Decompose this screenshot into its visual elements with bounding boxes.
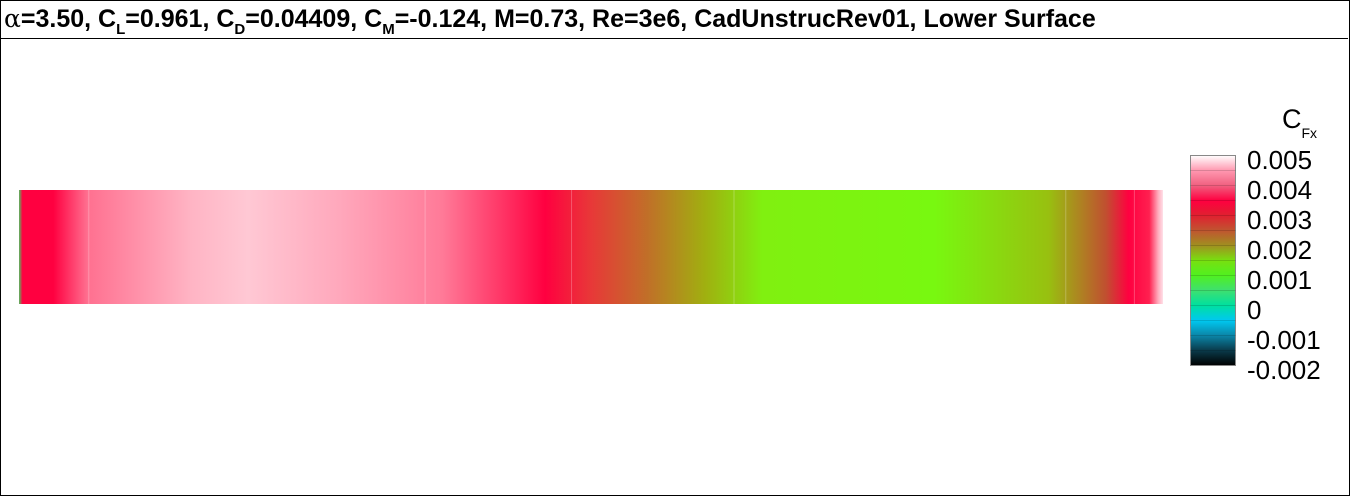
cl-subscript: L: [116, 21, 126, 38]
colorbar-fill: [1190, 155, 1236, 366]
title-bar: α=3.50, CL=0.961, CD=0.04409, CM=-0.124,…: [0, 0, 1348, 39]
colorbar-tick-label: 0.005: [1247, 145, 1313, 175]
cm-subscript: M: [382, 21, 395, 38]
alpha-value: =3.50,: [20, 5, 99, 33]
cm-value: =-0.124, M=0.73, Re=3e6, CadUnstrucRev01…: [394, 5, 1096, 33]
colorbar-tick-label: -0.001: [1247, 325, 1321, 355]
colorbar-title-main: C: [1282, 104, 1302, 134]
surface-contour-strip: [19, 190, 1163, 304]
cd-label: C: [216, 5, 235, 33]
cd-subscript: D: [234, 21, 246, 38]
cl-label: C: [98, 5, 117, 33]
cm-label: C: [364, 5, 383, 33]
cl-value: =0.961,: [125, 5, 217, 33]
colorbar-title-subscript: Fx: [1301, 125, 1318, 141]
surface-strip-fill: [19, 190, 1163, 304]
plot-title: α=3.50, CL=0.961, CD=0.04409, CM=-0.124,…: [4, 4, 1096, 38]
alpha-symbol: α: [4, 4, 21, 33]
cd-value: =0.04409,: [245, 5, 365, 33]
colorbar-tick-label: 0.001: [1247, 265, 1313, 295]
colorbar-tick-label: -0.002: [1247, 355, 1321, 385]
colorbar-tick-label: 0.002: [1247, 235, 1313, 265]
colorbar-tick-label: 0: [1247, 295, 1262, 325]
colorbar-tick-label: 0.004: [1247, 175, 1313, 205]
colorbar-title: CFx: [1282, 104, 1317, 141]
colorbar-tick-label: 0.003: [1247, 205, 1313, 235]
colorbar: [1190, 155, 1236, 366]
